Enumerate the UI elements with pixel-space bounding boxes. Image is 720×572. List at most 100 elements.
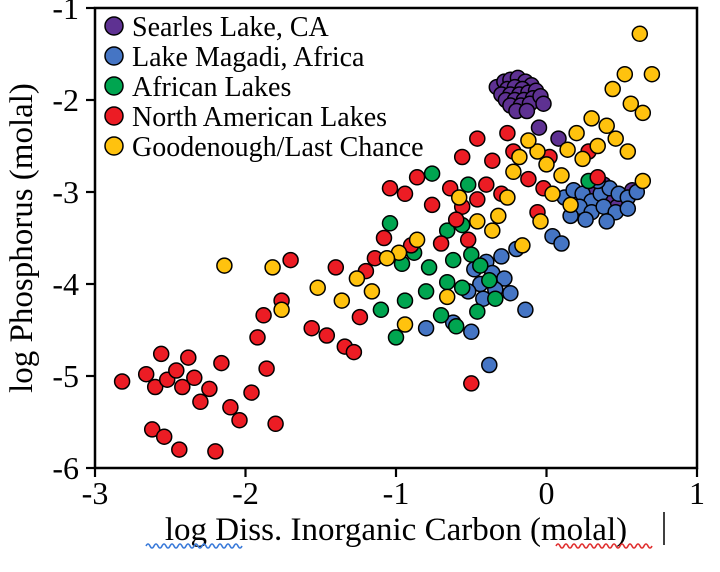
data-point [643, 65, 661, 83]
data-point [619, 143, 637, 160]
data-point [553, 167, 570, 184]
data-point [469, 130, 486, 147]
data-point [231, 411, 248, 429]
data-point [453, 148, 471, 166]
data-point [469, 191, 486, 208]
data-point [345, 343, 363, 361]
data-point [348, 270, 366, 287]
x-tick-label: -2 [232, 475, 259, 511]
data-point [249, 329, 266, 346]
legend-label: Lake Magadi, Africa [132, 42, 365, 73]
data-point [318, 327, 336, 344]
data-point [378, 249, 396, 267]
data-point [408, 169, 426, 186]
data-point [387, 329, 405, 346]
x-axis-title: log Diss. Inorganic Carbon (molal) [165, 512, 627, 548]
data-point [463, 323, 480, 341]
data-point [502, 284, 519, 302]
data-point [481, 356, 498, 374]
data-point [423, 196, 441, 214]
y-tick-label: -5 [52, 358, 79, 394]
data-point [447, 211, 465, 228]
data-point [459, 176, 477, 193]
data-point [222, 399, 239, 416]
data-point [363, 283, 381, 300]
y-tick-label: -3 [52, 174, 79, 210]
data-point [417, 283, 435, 300]
points-layer [113, 25, 661, 460]
data-point [598, 213, 615, 230]
axes-ticks: -3 -2 -1 0 1 -1 -2 -3 -4 -5 -6 [52, 0, 705, 511]
legend-label: Searles Lake, CA [132, 12, 329, 43]
data-point [463, 375, 480, 392]
data-point [420, 259, 438, 276]
data-point [155, 428, 173, 445]
y-tick-label: -6 [52, 450, 79, 486]
data-point [553, 235, 570, 252]
data-point [511, 148, 528, 166]
data-point [499, 124, 516, 142]
data-point [432, 235, 450, 252]
y-tick-label: -1 [52, 0, 79, 26]
data-point [146, 378, 164, 396]
data-point [264, 259, 281, 276]
data-point [282, 251, 299, 269]
data-point [447, 318, 465, 335]
data-point [417, 319, 435, 337]
data-point [216, 257, 233, 274]
data-point [408, 231, 426, 249]
data-point [481, 272, 498, 289]
legend-swatch [104, 106, 124, 126]
data-point [459, 231, 477, 249]
y-tick-label: -2 [52, 82, 79, 118]
data-point [351, 308, 369, 326]
data-point [143, 421, 161, 438]
legend-swatch [104, 76, 124, 96]
data-point [616, 65, 634, 83]
data-point [192, 393, 209, 411]
y-tick-label: -4 [52, 266, 79, 302]
data-point [535, 95, 552, 112]
data-point [207, 443, 224, 460]
data-point [604, 80, 621, 98]
data-point [243, 384, 260, 401]
data-point [171, 441, 188, 458]
legend-swatch [104, 46, 124, 66]
data-point [577, 211, 594, 228]
data-point [532, 213, 549, 230]
data-point [333, 292, 351, 309]
data-point [568, 124, 585, 142]
data-point [423, 165, 441, 182]
data-point [499, 189, 516, 206]
spellcheck-underline-red [555, 543, 653, 549]
data-point [438, 288, 456, 306]
data-point [505, 163, 522, 181]
data-point [589, 137, 606, 155]
data-point [517, 301, 534, 319]
data-point [484, 222, 501, 239]
spellcheck-underline-blue [145, 543, 243, 549]
data-point [381, 180, 399, 197]
data-point [327, 259, 345, 276]
data-point [530, 119, 548, 136]
data-point [180, 349, 197, 366]
x-tick-label: -1 [383, 475, 410, 511]
data-point [490, 207, 507, 225]
data-point [598, 117, 615, 135]
data-point [255, 307, 272, 324]
data-point [432, 307, 450, 324]
data-point [201, 380, 218, 398]
legend-swatch [104, 136, 124, 156]
data-point [544, 185, 561, 203]
data-point [493, 248, 510, 265]
data-point [213, 354, 230, 372]
x-tick-label: 1 [689, 475, 705, 511]
x-tick-label: 0 [539, 475, 555, 511]
data-point [267, 415, 284, 433]
data-point [309, 279, 326, 296]
data-point [634, 172, 652, 190]
data-point [303, 319, 320, 337]
data-point [469, 213, 486, 230]
